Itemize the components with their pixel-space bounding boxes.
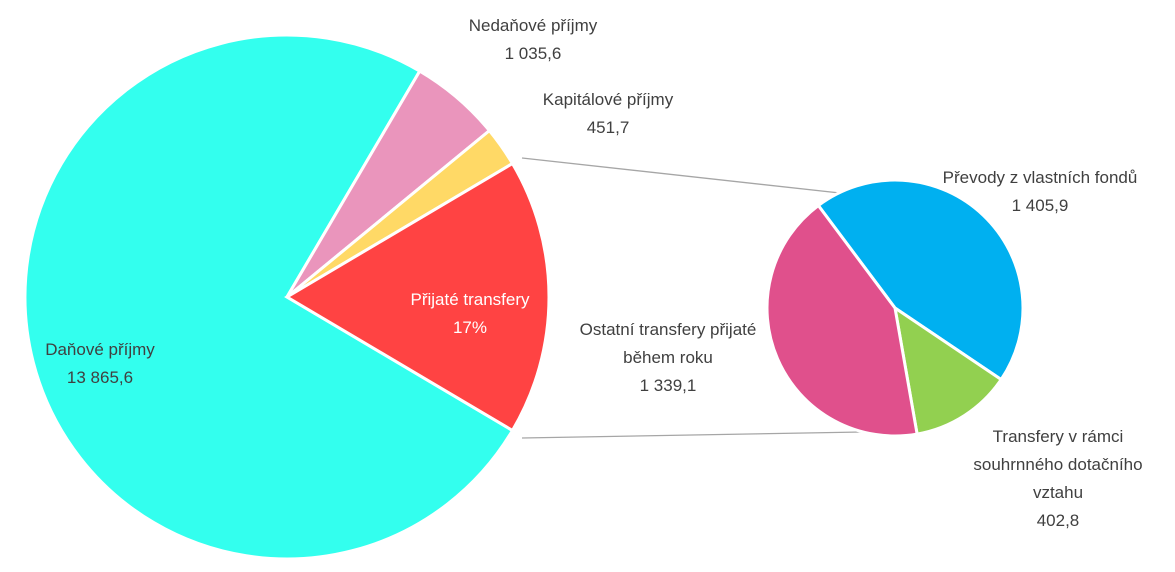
slice-label: Transfery v rámci souhrnného dotačního v…: [968, 423, 1148, 535]
label-value: 1 339,1: [639, 376, 697, 395]
connector-line: [521, 431, 863, 439]
label-value: 451,7: [586, 118, 630, 137]
label-value: 13 865,6: [66, 368, 134, 387]
slice-label: Přijaté transfery 17%: [410, 286, 529, 342]
slice-label: Kapitálové příjmy 451,7: [543, 86, 673, 142]
pie-slice: [765, 203, 919, 438]
label-name: Daňové příjmy: [45, 340, 155, 359]
label-name: Převody z vlastních fondů: [942, 168, 1138, 187]
connector-line: [521, 157, 859, 196]
label-value: 17%: [452, 318, 488, 337]
label-value: 1 405,9: [1011, 196, 1069, 215]
pie-slice: [23, 33, 515, 561]
label-name: Kapitálové příjmy: [542, 90, 674, 109]
pie-slice: [816, 178, 1025, 382]
label-name: Nedaňové příjmy: [468, 16, 598, 35]
pie-slice: [892, 304, 1004, 436]
label-value: 1 035,6: [504, 44, 562, 63]
slice-label: Daňové příjmy 13 865,6: [45, 336, 155, 392]
slice-label: Nedaňové příjmy 1 035,6: [469, 12, 598, 68]
label-name: Ostatní transfery přijaté během roku: [579, 320, 757, 367]
slice-label: Ostatní transfery přijaté během roku 1 33…: [568, 316, 768, 400]
pie-slice: [284, 161, 551, 433]
slice-label: Převody z vlastních fondů 1 405,9: [943, 164, 1138, 220]
label-name: Transfery v rámci souhrnného dotačního v…: [973, 427, 1143, 502]
label-name: Přijaté transfery: [410, 290, 530, 309]
label-value: 402,8: [1036, 511, 1080, 530]
